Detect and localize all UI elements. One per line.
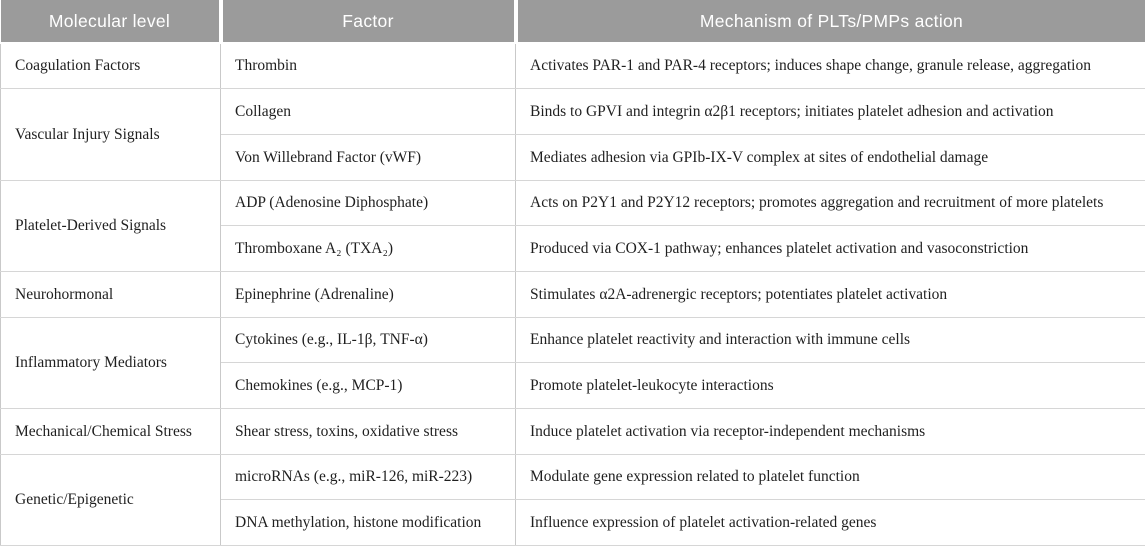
mechanism-cell: Produced via COX-1 pathway; enhances pla… bbox=[515, 225, 1145, 272]
level-cell: Inflammatory Mediators bbox=[0, 316, 221, 410]
table-row: Von Willebrand Factor (vWF) Mediates adh… bbox=[1, 133, 1145, 181]
table-row: Chemokines (e.g., MCP-1) Promote platele… bbox=[1, 362, 1145, 409]
mechanism-cell: Acts on P2Y1 and P2Y12 receptors; promot… bbox=[515, 179, 1145, 227]
factor-cell: ADP (Adenosine Diphosphate) bbox=[220, 179, 516, 227]
mechanism-cell: Influence expression of platelet activat… bbox=[515, 499, 1145, 547]
level-cell: Mechanical/Chemical Stress bbox=[0, 408, 221, 455]
table-row: Platelet-Derived Signals ADP (Adenosine … bbox=[0, 179, 1145, 272]
table-row: DNA methylation, histone modification In… bbox=[1, 499, 1145, 547]
level-cell: Genetic/Epigenetic bbox=[0, 453, 221, 547]
level-cell: Platelet-Derived Signals bbox=[0, 179, 221, 272]
table-row: Vascular Injury Signals Collagen Binds t… bbox=[0, 88, 1145, 181]
mechanism-cell: Modulate gene expression related to plat… bbox=[515, 453, 1145, 501]
table-row: Coagulation Factors Thrombin Activates P… bbox=[0, 43, 1145, 90]
factor-cell: Von Willebrand Factor (vWF) bbox=[220, 133, 516, 181]
level-cell: Coagulation Factors bbox=[0, 43, 221, 90]
factor-cell: Shear stress, toxins, oxidative stress bbox=[220, 408, 516, 455]
factor-cell: DNA methylation, histone modification bbox=[220, 499, 516, 547]
mechanism-cell: Mediates adhesion via GPIb-IX-V complex … bbox=[515, 133, 1145, 181]
header-row: Molecular level Factor Mechanism of PLTs… bbox=[0, 0, 1145, 44]
table-row: Mechanical/Chemical Stress Shear stress,… bbox=[0, 408, 1145, 455]
table-row: Neurohormonal Epinephrine (Adrenaline) S… bbox=[0, 270, 1145, 318]
factor-cell: Chemokines (e.g., MCP-1) bbox=[220, 362, 516, 409]
factor-cell: Thromboxane A₂ (TXA₂) bbox=[220, 225, 516, 272]
table-row: Genetic/Epigenetic microRNAs (e.g., miR-… bbox=[0, 453, 1145, 547]
level-cell: Vascular Injury Signals bbox=[0, 88, 221, 181]
mechanism-cell: Induce platelet activation via receptor-… bbox=[515, 408, 1145, 455]
mechanism-cell: Activates PAR-1 and PAR-4 receptors; ind… bbox=[515, 43, 1145, 90]
mechanism-cell: Binds to GPVI and integrin α2β1 receptor… bbox=[515, 88, 1145, 135]
table-row: Inflammatory Mediators Cytokines (e.g., … bbox=[0, 316, 1145, 410]
mechanism-cell: Stimulates α2A-adrenergic receptors; pot… bbox=[515, 270, 1145, 318]
factor-cell: Cytokines (e.g., IL-1β, TNF-α) bbox=[220, 316, 516, 364]
column-header-factor: Factor bbox=[220, 0, 518, 44]
factor-cell: Epinephrine (Adrenaline) bbox=[220, 270, 516, 318]
level-cell: Neurohormonal bbox=[0, 270, 221, 318]
column-header-mechanism: Mechanism of PLTs/PMPs action bbox=[515, 0, 1145, 44]
mechanism-cell: Promote platelet-leukocyte interactions bbox=[515, 362, 1145, 409]
factor-cell: microRNAs (e.g., miR-126, miR-223) bbox=[220, 453, 516, 501]
factor-cell: Thrombin bbox=[220, 43, 516, 90]
factor-cell: Collagen bbox=[220, 88, 516, 135]
column-header-molecular-level: Molecular level bbox=[0, 0, 223, 44]
mechanism-cell: Enhance platelet reactivity and interact… bbox=[515, 316, 1145, 364]
table-row: Thromboxane A₂ (TXA₂) Produced via COX-1… bbox=[1, 225, 1145, 272]
